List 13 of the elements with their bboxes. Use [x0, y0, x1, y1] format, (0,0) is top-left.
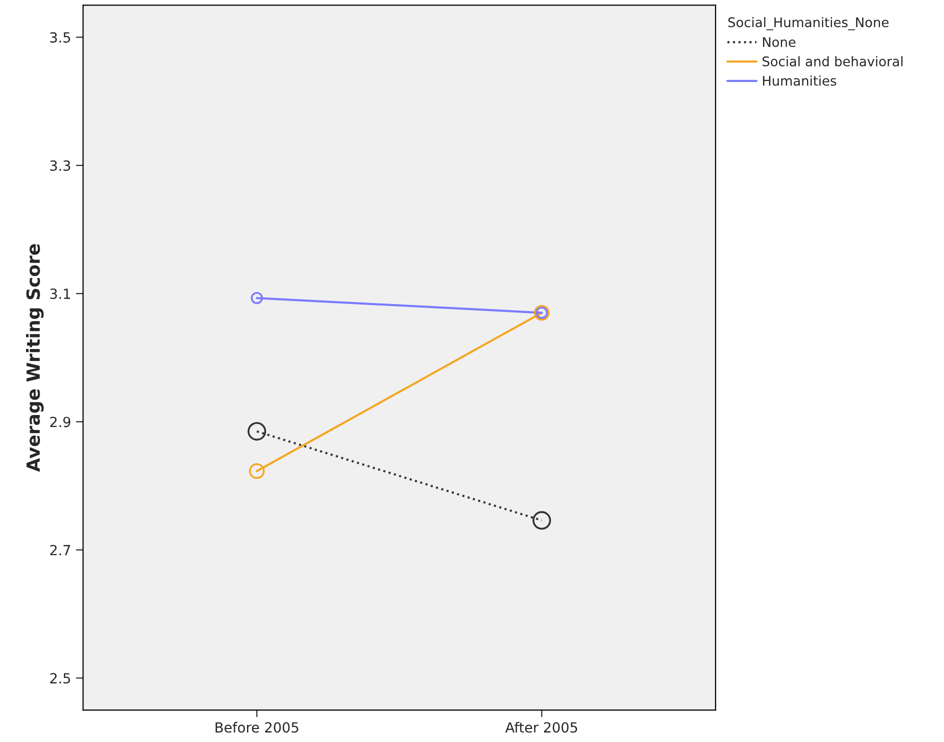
- legend-label: None: [763, 37, 796, 48]
- legend-title: Social_Humanities_None: [728, 17, 889, 30]
- y-tick-label: 2.7: [50, 544, 70, 556]
- y-axis-title: Average Writing Score: [26, 244, 44, 472]
- legend-label: Humanities: [763, 76, 836, 86]
- y-tick-label: 3.1: [50, 288, 70, 300]
- y-tick-label: 3.3: [50, 160, 70, 171]
- y-tick-label: 3.5: [50, 32, 70, 43]
- legend-label: Social and behavioral: [762, 56, 902, 66]
- x-tick-label: After 2005: [505, 722, 578, 733]
- y-tick-label: 2.5: [50, 673, 70, 684]
- x-tick-label: Before 2005: [216, 722, 298, 733]
- y-tick-label: 2.9: [50, 416, 70, 428]
